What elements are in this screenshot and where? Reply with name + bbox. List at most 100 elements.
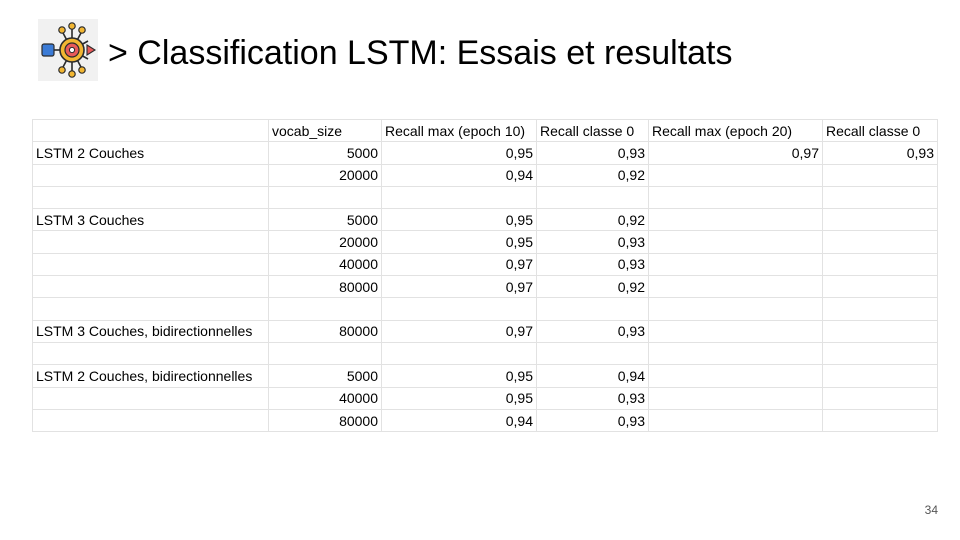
table-row: 80000 0,94 0,93 <box>32 408 938 433</box>
value-cell <box>822 364 938 388</box>
model-name-cell <box>32 408 269 433</box>
value-cell: 0,93 <box>536 141 649 165</box>
model-name-cell <box>32 163 269 187</box>
value-cell: 0,95 <box>381 141 537 165</box>
value-cell <box>822 163 938 187</box>
value-cell: 40000 <box>268 252 382 277</box>
value-cell <box>648 364 823 388</box>
model-name-cell: LSTM 3 Couches, bidirectionnelles <box>32 319 269 343</box>
value-cell: 0,93 <box>536 319 649 343</box>
model-name-cell <box>32 341 269 366</box>
value-cell <box>822 230 938 254</box>
value-cell <box>536 341 649 366</box>
value-cell <box>536 185 649 210</box>
value-cell <box>381 341 537 366</box>
table-row <box>32 185 938 210</box>
table-row: 20000 0,95 0,93 <box>32 230 938 254</box>
table-row: LSTM 3 Couches 5000 0,95 0,92 <box>32 208 938 232</box>
value-cell <box>822 297 938 321</box>
value-cell <box>536 297 649 321</box>
model-name-cell <box>32 185 269 210</box>
value-cell <box>822 319 938 343</box>
value-cell <box>822 341 938 366</box>
table-row <box>32 341 938 366</box>
value-cell: 0,94 <box>381 163 537 187</box>
table-row: LSTM 2 Couches, bidirectionnelles 5000 0,9… <box>32 364 938 388</box>
slide-title: > Classification LSTM: Essais et resulta… <box>108 34 733 72</box>
table-row: LSTM 2 Couches 5000 0,95 0,93 0,97 0,93 <box>32 141 938 165</box>
value-cell: 0,93 <box>822 141 938 165</box>
value-cell: 20000 <box>268 163 382 187</box>
column-header: Recall max (epoch 10) <box>381 118 537 143</box>
value-cell: 0,94 <box>536 364 649 388</box>
value-cell: 5000 <box>268 141 382 165</box>
value-cell: 0,95 <box>381 208 537 232</box>
table-row <box>32 297 938 321</box>
value-cell <box>268 341 382 366</box>
value-cell <box>822 185 938 210</box>
value-cell: 5000 <box>268 364 382 388</box>
value-cell: 0,93 <box>536 252 649 277</box>
value-cell <box>381 185 537 210</box>
table-row: 40000 0,95 0,93 <box>32 386 938 410</box>
value-cell: 0,95 <box>381 386 537 410</box>
model-name-cell <box>32 275 269 299</box>
table-row: LSTM 3 Couches, bidirectionnelles 80000 0,… <box>32 319 938 343</box>
column-header: Recall max (epoch 20) <box>648 118 823 143</box>
model-name-cell: LSTM 2 Couches, bidirectionnelles <box>32 364 269 388</box>
value-cell <box>648 163 823 187</box>
table-row: 20000 0,94 0,92 <box>32 163 938 187</box>
value-cell <box>648 297 823 321</box>
value-cell <box>822 208 938 232</box>
value-cell <box>648 275 823 299</box>
value-cell <box>822 386 938 410</box>
value-cell: 0,95 <box>381 230 537 254</box>
value-cell <box>648 230 823 254</box>
column-header <box>32 118 269 143</box>
column-header: vocab_size <box>268 118 382 143</box>
model-name-cell <box>32 230 269 254</box>
model-name-cell <box>32 386 269 410</box>
value-cell: 0,97 <box>381 252 537 277</box>
value-cell <box>268 297 382 321</box>
value-cell <box>648 341 823 366</box>
value-cell: 5000 <box>268 208 382 232</box>
value-cell: 0,95 <box>381 364 537 388</box>
value-cell <box>822 275 938 299</box>
value-cell: 20000 <box>268 230 382 254</box>
value-cell: 0,92 <box>536 163 649 187</box>
value-cell: 0,92 <box>536 208 649 232</box>
value-cell: 0,93 <box>536 408 649 433</box>
value-cell: 0,93 <box>536 386 649 410</box>
table-row: 80000 0,97 0,92 <box>32 275 938 299</box>
model-name-cell <box>32 252 269 277</box>
value-cell: 80000 <box>268 408 382 433</box>
model-name-cell <box>32 297 269 321</box>
neural-network-icon <box>38 19 98 81</box>
value-cell <box>648 252 823 277</box>
column-header: Recall classe 0 <box>822 118 938 143</box>
value-cell: 0,97 <box>381 319 537 343</box>
value-cell: 0,97 <box>381 275 537 299</box>
model-name-cell: LSTM 2 Couches <box>32 141 269 165</box>
value-cell: 0,93 <box>536 230 649 254</box>
value-cell <box>648 386 823 410</box>
value-cell: 40000 <box>268 386 382 410</box>
results-table: vocab_size Recall max (epoch 10) Recall cl… <box>32 118 938 433</box>
value-cell <box>648 185 823 210</box>
value-cell <box>381 297 537 321</box>
value-cell: 80000 <box>268 319 382 343</box>
value-cell <box>648 408 823 433</box>
model-name-cell: LSTM 3 Couches <box>32 208 269 232</box>
value-cell: 0,97 <box>648 141 823 165</box>
value-cell <box>822 408 938 433</box>
value-cell: 80000 <box>268 275 382 299</box>
value-cell <box>648 208 823 232</box>
value-cell: 0,94 <box>381 408 537 433</box>
table-row: 40000 0,97 0,93 <box>32 252 938 277</box>
value-cell <box>822 252 938 277</box>
value-cell <box>268 185 382 210</box>
value-cell <box>648 319 823 343</box>
table-header-row: vocab_size Recall max (epoch 10) Recall cl… <box>32 118 938 143</box>
value-cell: 0,92 <box>536 275 649 299</box>
